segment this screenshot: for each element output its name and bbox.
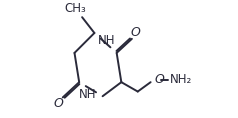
Text: O: O (154, 73, 164, 86)
Text: NH: NH (98, 34, 115, 46)
Text: NH: NH (79, 88, 97, 101)
Text: CH₃: CH₃ (65, 2, 87, 15)
Text: NH₂: NH₂ (170, 73, 192, 86)
Text: O: O (130, 26, 140, 40)
Text: O: O (53, 97, 63, 110)
